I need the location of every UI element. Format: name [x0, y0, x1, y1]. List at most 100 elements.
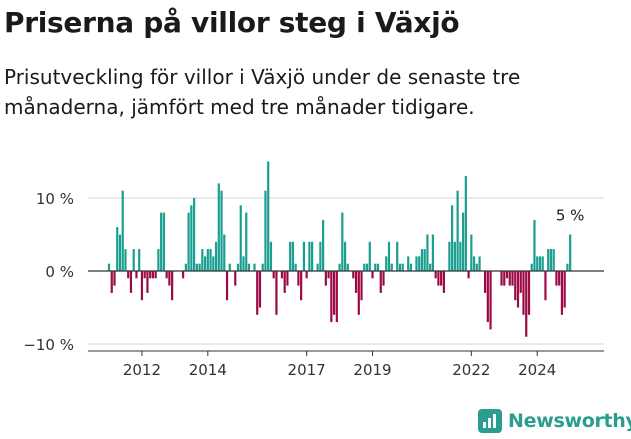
bar-positive: [239, 205, 242, 271]
bar-positive: [160, 212, 163, 271]
bar-positive: [374, 263, 377, 271]
bar-negative: [434, 271, 437, 279]
bar-positive: [311, 241, 314, 271]
bar-negative: [563, 271, 566, 308]
bar-positive: [157, 249, 160, 271]
x-tick-label: 2014: [189, 361, 227, 379]
bar-positive: [184, 263, 187, 271]
bar-negative: [332, 271, 336, 315]
bar-negative: [371, 271, 374, 279]
y-tick-label: −10 %: [23, 336, 74, 354]
bar-negative: [297, 271, 300, 286]
bar-negative: [525, 271, 528, 337]
bar-positive: [269, 241, 273, 271]
bar-positive: [228, 263, 231, 271]
bar-positive: [431, 234, 435, 271]
bar-positive: [464, 176, 467, 271]
bar-positive: [217, 183, 220, 271]
bar-negative: [275, 271, 278, 315]
brand-logo[interactable]: Newsworthy: [478, 406, 631, 436]
bar-positive: [470, 234, 473, 271]
y-tick-label: 10 %: [36, 190, 74, 208]
bar-negative: [113, 271, 116, 286]
bar-negative: [129, 271, 133, 293]
bar-positive: [429, 263, 432, 271]
bar-negative: [324, 271, 327, 286]
bar-negative: [558, 271, 561, 286]
bar-positive: [530, 263, 533, 271]
bar-positive: [253, 263, 256, 271]
bar-positive: [475, 263, 478, 271]
bar-positive: [385, 256, 388, 271]
bar-positive: [407, 256, 410, 271]
bar-negative: [522, 271, 525, 315]
bar-negative: [256, 271, 259, 315]
bar-positive: [138, 249, 141, 271]
bar-negative: [503, 271, 506, 286]
bar-negative: [182, 271, 185, 279]
bar-negative: [143, 271, 146, 279]
bar-positive: [569, 234, 572, 271]
bar-negative: [352, 271, 355, 279]
bar-positive: [212, 256, 215, 271]
bar-positive: [236, 263, 240, 271]
bar-negative: [514, 271, 517, 301]
y-tick-label: 0 %: [45, 263, 74, 281]
bar-negative: [140, 271, 144, 301]
bar-positive: [121, 190, 124, 271]
bar-positive: [195, 263, 198, 271]
bar-positive: [341, 212, 344, 271]
bar-negative: [519, 271, 522, 293]
bar-positive: [162, 212, 165, 271]
bar-positive: [472, 256, 476, 271]
bar-negative: [283, 271, 286, 293]
bar-positive: [206, 249, 209, 271]
x-tick-label: 2019: [353, 361, 391, 379]
bar-positive: [220, 190, 223, 271]
bar-positive: [365, 263, 369, 271]
bar-negative: [286, 271, 289, 286]
bar-positive: [294, 263, 297, 271]
bar-negative: [505, 271, 509, 279]
bar-positive: [547, 249, 550, 271]
bar-negative: [305, 271, 308, 279]
bar-negative: [508, 271, 511, 286]
bar-positive: [261, 263, 264, 271]
bar-positive: [245, 212, 248, 271]
bar-negative: [442, 271, 445, 293]
bar-positive: [451, 205, 454, 271]
bar-positive: [536, 256, 539, 271]
bar-positive: [302, 241, 305, 271]
bar-negative: [382, 271, 385, 286]
bar-positive: [462, 212, 465, 271]
bar-chart: 10 % 0 % −10 % 2012 2014 2017 2019 2022 2024 5 %: [23, 161, 604, 379]
bar-positive: [338, 263, 341, 271]
bar-positive: [223, 234, 226, 271]
bar-positive: [566, 263, 569, 271]
bar-positive: [190, 205, 193, 271]
bar-negative: [511, 271, 514, 286]
bar-positive: [187, 212, 190, 271]
bar-positive: [396, 241, 399, 271]
bar-positive: [209, 249, 212, 271]
bar-negative: [151, 271, 155, 279]
bar-negative: [379, 271, 382, 293]
bar-positive: [478, 256, 481, 271]
bar-positive: [415, 256, 418, 271]
bar-negative: [146, 271, 149, 293]
bar-positive: [459, 241, 462, 271]
bar-positive: [118, 234, 122, 271]
bar-positive: [289, 241, 292, 271]
bar-positive: [308, 241, 311, 271]
bar-negative: [486, 271, 489, 323]
bar-positive: [264, 190, 267, 271]
bar-negative: [335, 271, 338, 323]
bar-negative: [500, 271, 503, 286]
bar-positive: [538, 256, 542, 271]
bar-positive: [448, 241, 451, 271]
bar-negative: [544, 271, 547, 301]
bar-positive: [198, 263, 201, 271]
bar-positive: [201, 249, 204, 271]
chart-title: Priserna på villor steg i Växjö: [4, 6, 460, 39]
bar-negative: [483, 271, 487, 293]
